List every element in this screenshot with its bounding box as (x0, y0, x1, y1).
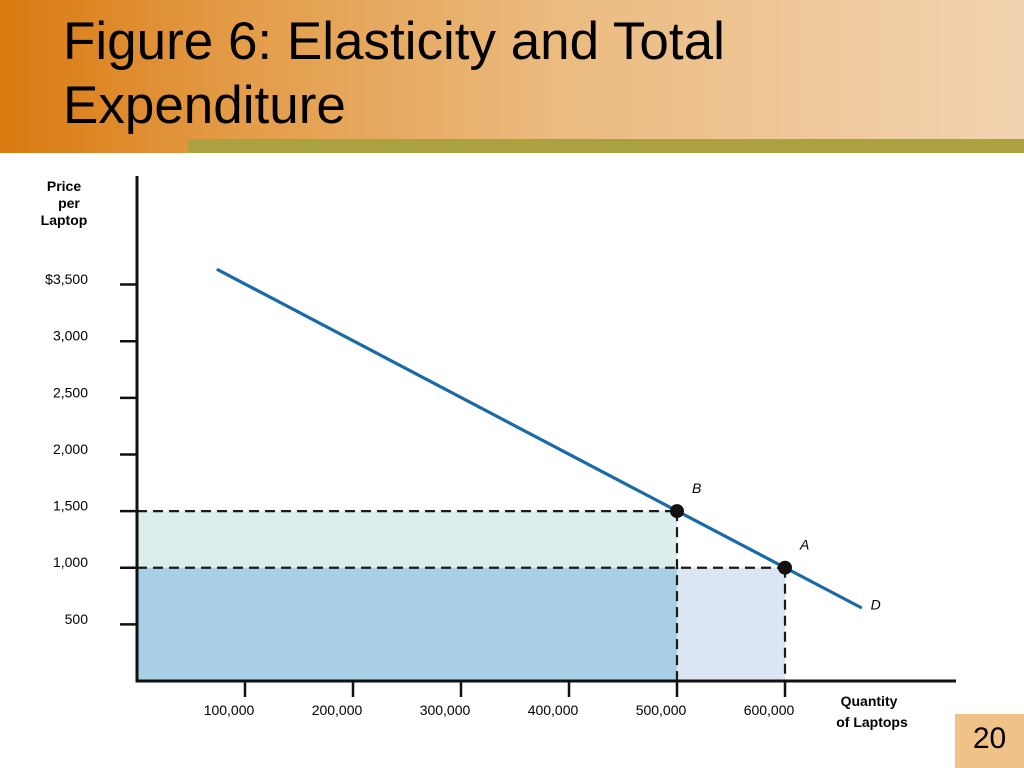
y-tick-label-3000: 3,000 (53, 328, 88, 344)
point-B (670, 504, 684, 519)
series-line-D (216, 268, 863, 609)
y-axis-label: Price per Laptop (41, 178, 88, 228)
y-tick-label-2500: 2,500 (53, 384, 88, 400)
series-layer (216, 268, 863, 609)
slide-title-line-2: Expenditure (63, 76, 346, 135)
regions-layer (137, 511, 785, 681)
point-A (778, 560, 792, 575)
x-tick-label-300000: 300,000 (420, 702, 471, 718)
point-label-B: B (692, 480, 701, 496)
x-tick-label-100000: 100,000 (204, 702, 255, 718)
point-label-A: A (799, 537, 809, 553)
region-expenditure-common (137, 567, 677, 681)
x-axis-label: Quantity of Laptops (836, 693, 908, 730)
y-tick-label-1500: 1,500 (53, 498, 88, 514)
y-tick-label-500: 500 (65, 611, 89, 627)
slide-title-line-1: Figure 6: Elasticity and Total (63, 12, 725, 71)
y-tick-label-2000: 2,000 (53, 441, 88, 457)
series-label-D: D (871, 596, 881, 612)
y-tick-label-3500: $3,500 (45, 271, 88, 287)
axes-layer (120, 176, 956, 697)
guides-layer (137, 509, 787, 681)
title-header: Figure 6: Elasticity and Total Expenditu… (0, 0, 1024, 153)
x-tick-label-200000: 200,000 (312, 702, 363, 718)
page-number: 20 (972, 722, 1007, 755)
page-number-box: 20 (955, 714, 1024, 768)
x-tick-label-600000: 600,000 (744, 702, 795, 718)
region-expenditure-gain-at-A (677, 567, 785, 681)
slide-title: Figure 6: Elasticity and Total Expenditu… (63, 10, 963, 138)
header-accent-bar (188, 139, 1024, 153)
region-expenditure-at-B-upper (137, 511, 677, 568)
points-layer (670, 504, 792, 575)
x-tick-label-500000: 500,000 (636, 702, 687, 718)
y-tick-label-1000: 1,000 (53, 554, 88, 570)
x-tick-label-400000: 400,000 (528, 702, 579, 718)
labels-layer: $3,500 3,000 2,500 2,000 1,500 1,000 500 100,00… (41, 178, 908, 730)
